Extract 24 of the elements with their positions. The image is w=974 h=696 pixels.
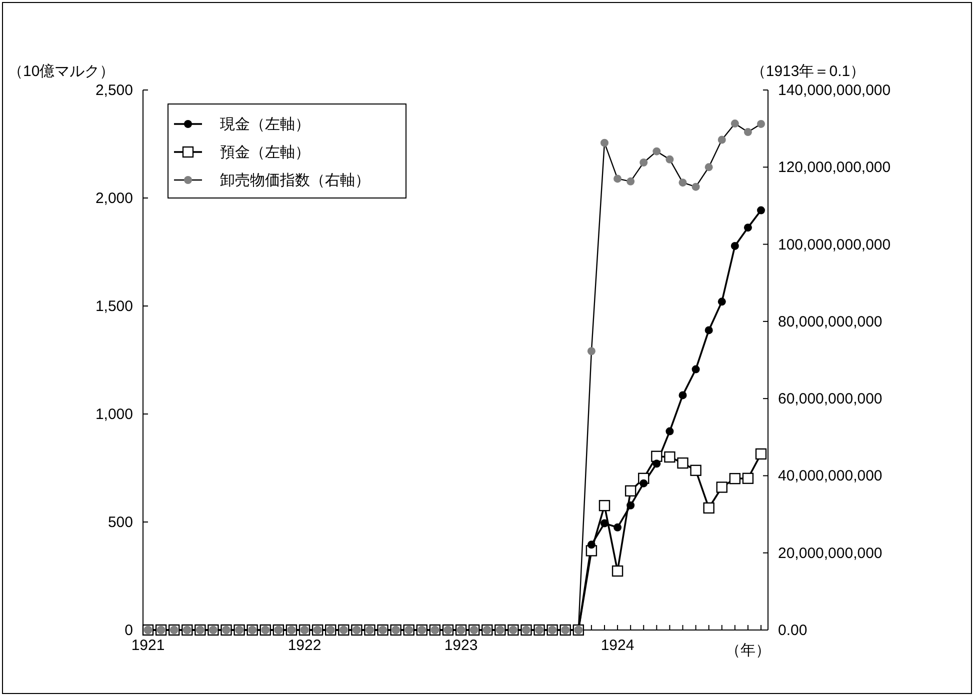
y-tick-label: 2,000 (95, 190, 133, 207)
y2-axis-title: （1913年＝0.1） (750, 63, 866, 80)
legend-label: 預金（左軸） (220, 144, 310, 161)
y2-tick-label: 60,000,000,000 (778, 390, 882, 408)
y2-tick-label: 100,000,000,000 (778, 236, 891, 254)
y2-tick-label: 120,000,000,000 (778, 159, 891, 176)
legend-label: 卸売物価指数（右軸） (220, 172, 370, 189)
x-tick-label: 1921 (131, 637, 165, 654)
y2-tick-label: 0.00 (778, 622, 808, 639)
y-tick-label: 1,000 (95, 406, 133, 423)
y-tick-label: 0 (124, 622, 133, 639)
y-axis-title: （10億マルク） (8, 63, 115, 80)
y-tick-label: 1,500 (95, 298, 133, 315)
y2-tick-label: 20,000,000,000 (778, 544, 882, 562)
y2-tick-label: 80,000,000,000 (778, 313, 882, 330)
y-tick-label: 500 (108, 514, 133, 531)
y2-tick-label: 40,000,000,000 (778, 468, 882, 485)
x-tick-label: 1924 (600, 637, 634, 654)
x-tick-label: 1923 (444, 637, 478, 654)
y-tick-label: 2,500 (95, 82, 133, 99)
x-axis-title: （年） (726, 642, 770, 659)
y2-tick-label: 140,000,000,000 (778, 82, 891, 99)
x-tick-label: 1922 (288, 637, 322, 654)
legend-label: 現金（左軸） (220, 116, 310, 133)
